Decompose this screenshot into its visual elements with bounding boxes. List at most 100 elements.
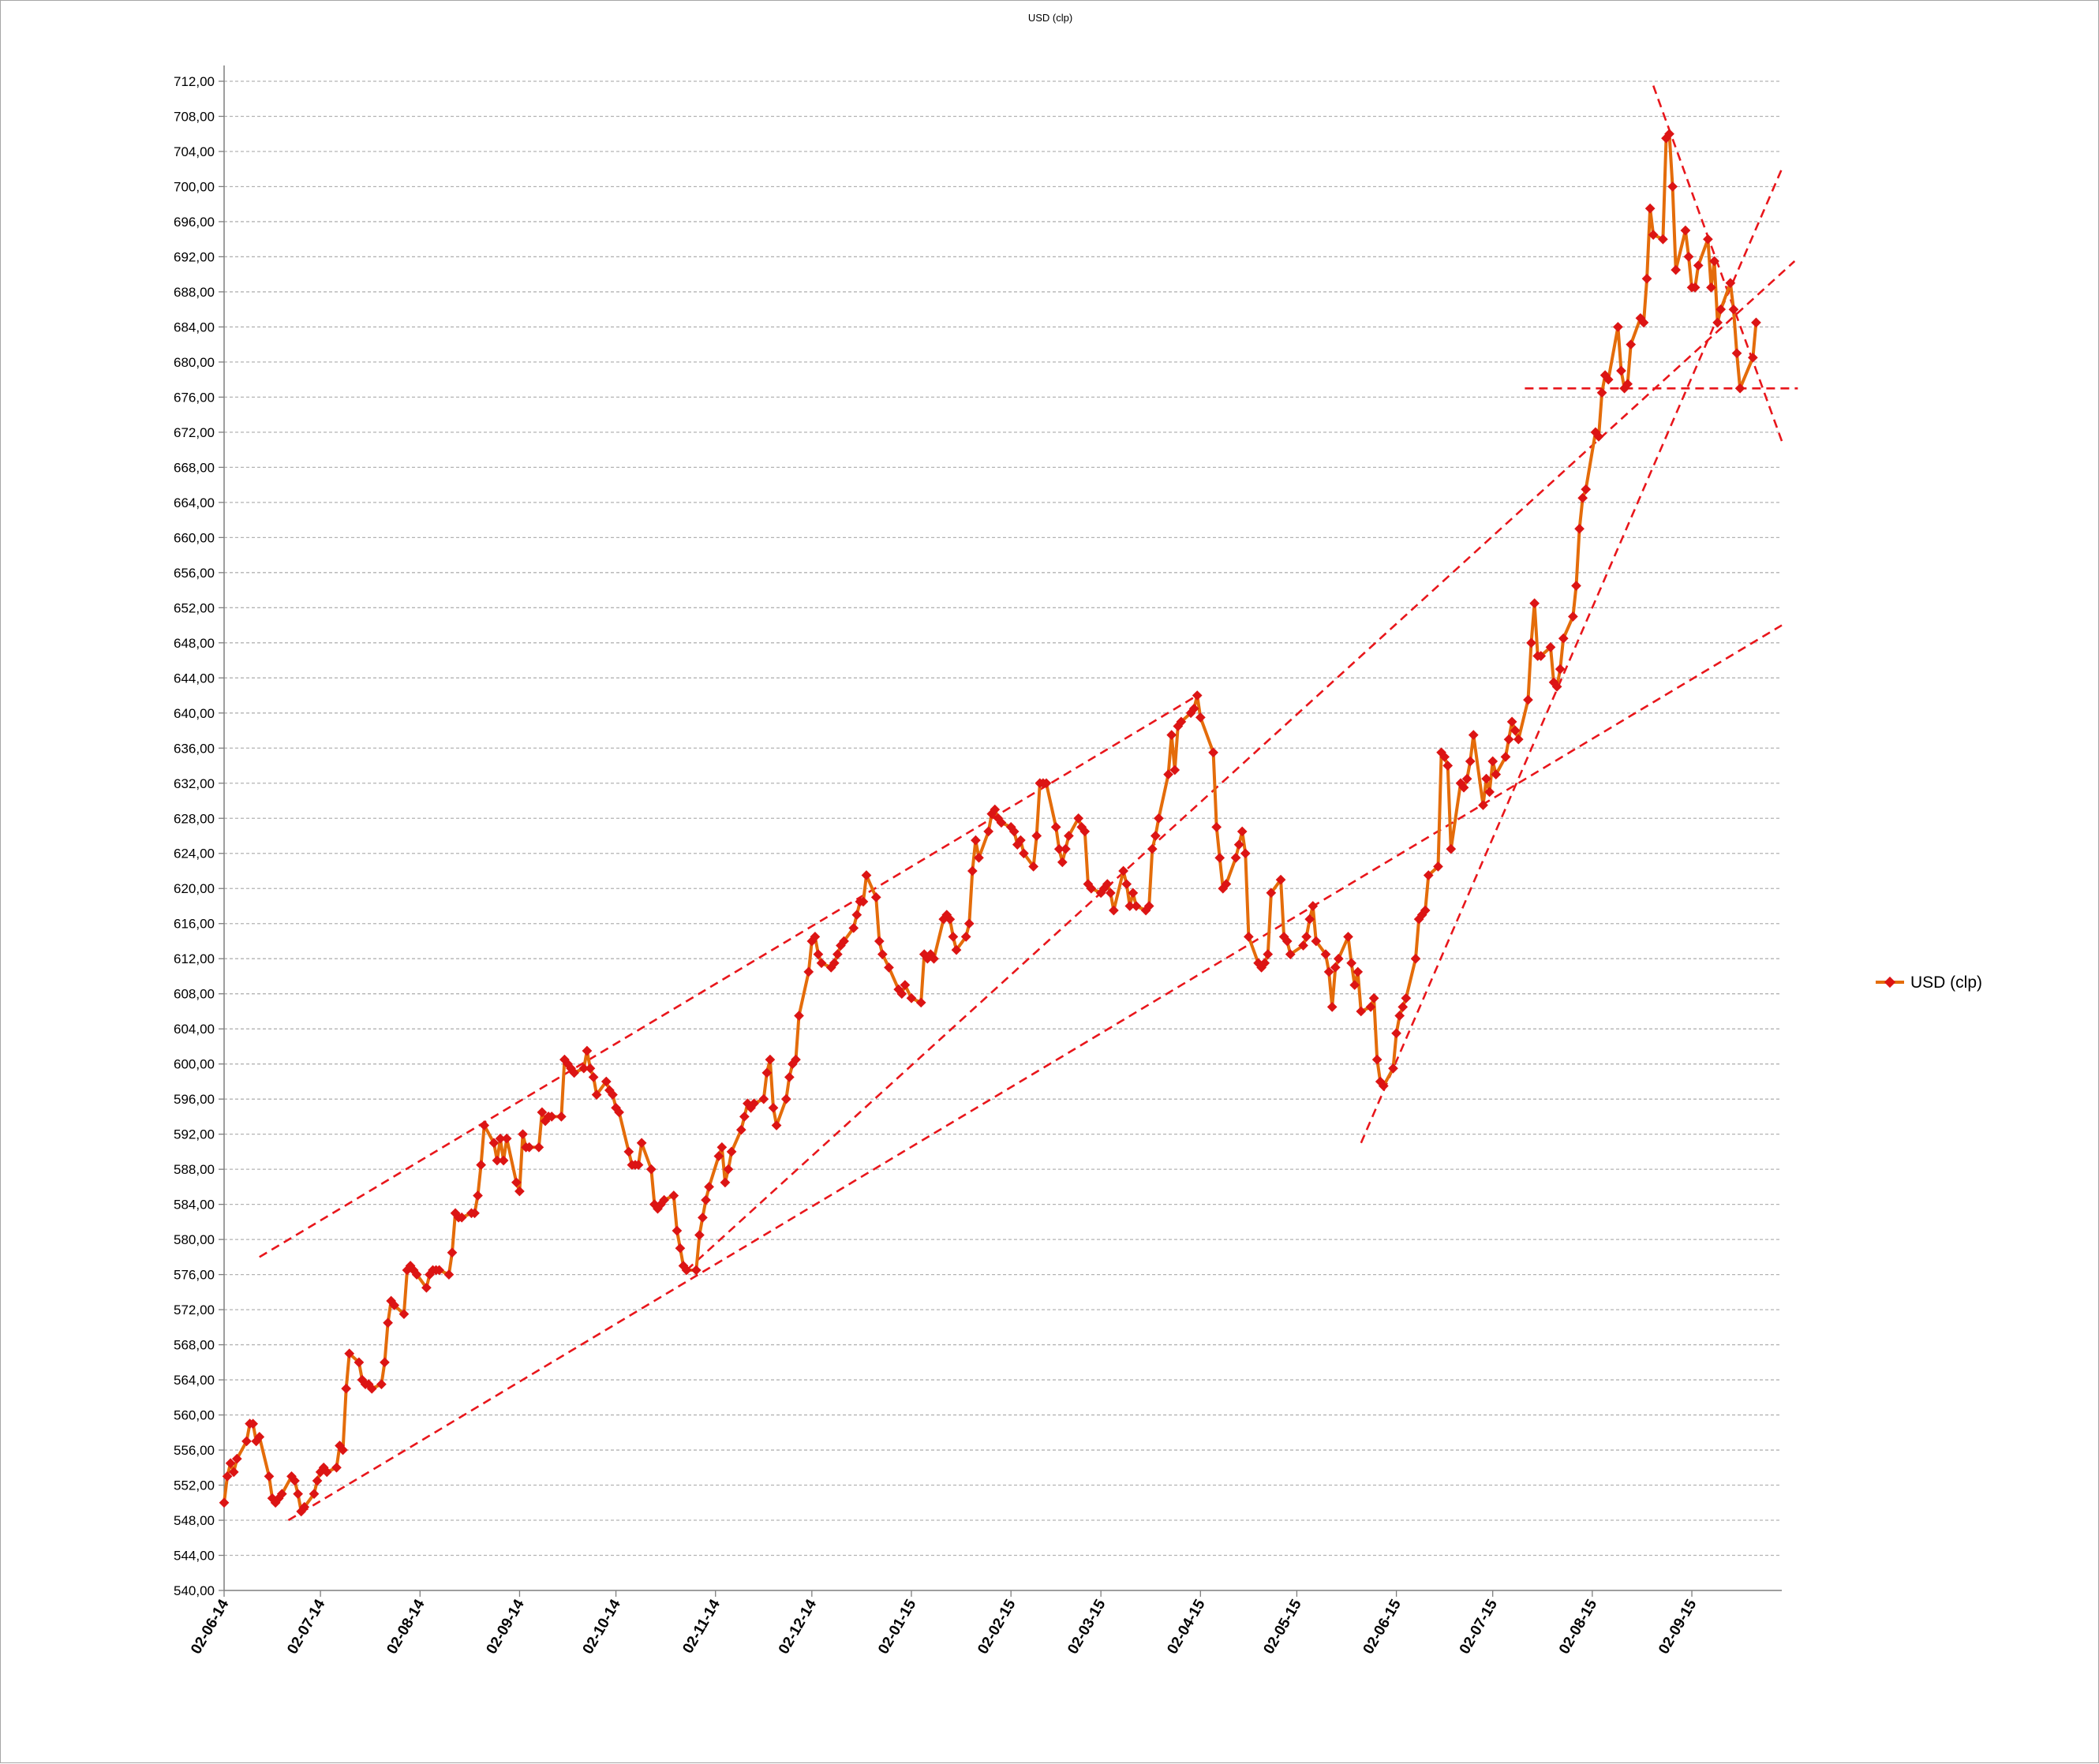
y-tick-label: 648,00 <box>174 636 215 651</box>
data-point <box>1658 234 1668 245</box>
data-point <box>1551 682 1562 692</box>
data-point <box>816 958 827 969</box>
data-point <box>1581 484 1592 495</box>
data-point <box>1118 865 1128 876</box>
y-tick-label: 596,00 <box>174 1092 215 1107</box>
y-tick-label: 688,00 <box>174 285 215 300</box>
data-point <box>473 1190 483 1201</box>
data-point <box>511 1177 522 1188</box>
data-point <box>1484 787 1495 798</box>
data-point <box>701 1194 711 1205</box>
x-tick-label: 02-08-15 <box>1556 1597 1600 1657</box>
data-point <box>1491 769 1502 779</box>
data-point <box>951 944 962 955</box>
data-point <box>1378 1081 1389 1091</box>
data-point <box>1195 712 1206 723</box>
data-point <box>614 1107 624 1118</box>
data-point <box>1536 651 1547 661</box>
data-point <box>1301 932 1311 942</box>
data-point <box>967 865 978 876</box>
y-tick-label: 628,00 <box>174 811 215 826</box>
x-tick-label: 02-02-15 <box>975 1597 1019 1657</box>
data-point <box>1008 826 1020 837</box>
data-point <box>749 1098 759 1109</box>
data-point <box>1423 870 1434 880</box>
data-point <box>1703 234 1713 245</box>
data-point <box>1574 523 1585 534</box>
data-point <box>659 1194 669 1205</box>
legend-marker-swatch <box>1884 976 1896 989</box>
data-point <box>1731 348 1742 359</box>
data-point <box>1388 1063 1398 1074</box>
y-tick-label: 576,00 <box>174 1268 215 1283</box>
data-point <box>1446 843 1457 854</box>
data-point <box>963 918 975 929</box>
x-tick-label: 02-09-15 <box>1656 1597 1700 1657</box>
x-tick-label: 02-12-14 <box>776 1597 820 1657</box>
data-point <box>331 1462 342 1473</box>
data-point <box>537 1107 548 1118</box>
data-point <box>1192 690 1203 701</box>
data-point <box>1648 230 1659 240</box>
data-point <box>1031 831 1042 841</box>
data-point <box>411 1269 422 1280</box>
data-point <box>698 1212 708 1223</box>
y-tick-label: 552,00 <box>174 1478 215 1493</box>
y-tick-label: 700,00 <box>174 179 215 194</box>
data-point <box>960 932 971 942</box>
data-point <box>874 936 885 947</box>
data-point <box>1166 730 1177 740</box>
y-tick-label: 548,00 <box>174 1513 215 1528</box>
data-point <box>726 1146 737 1157</box>
data-point <box>389 1300 400 1310</box>
data-point <box>990 804 1001 815</box>
y-tick-label: 616,00 <box>174 917 215 932</box>
y-tick-label: 684,00 <box>174 320 215 334</box>
data-point <box>1147 843 1158 854</box>
data-point <box>1061 843 1071 854</box>
y-tick-label: 608,00 <box>174 987 215 1002</box>
data-point <box>877 949 888 959</box>
data-point <box>1693 260 1704 271</box>
x-tick-label: 02-10-14 <box>580 1597 624 1657</box>
data-point <box>851 910 862 920</box>
y-tick-label: 604,00 <box>174 1022 215 1037</box>
data-point <box>1391 1028 1401 1039</box>
y-tick-label: 680,00 <box>174 355 215 370</box>
data-point <box>228 1467 239 1478</box>
data-point <box>225 1458 236 1469</box>
data-point <box>803 966 814 977</box>
data-point <box>623 1146 634 1157</box>
data-point <box>694 1230 705 1240</box>
data-point <box>906 992 917 1003</box>
data-point <box>1365 1002 1376 1012</box>
data-point <box>1333 953 1344 964</box>
data-point <box>1208 747 1218 758</box>
data-point <box>1285 949 1296 959</box>
data-point <box>1086 883 1097 894</box>
data-point <box>765 1054 776 1065</box>
data-point <box>533 1142 544 1153</box>
data-point <box>341 1383 352 1394</box>
y-tick-label: 656,00 <box>174 566 215 581</box>
data-point <box>1109 905 1119 916</box>
trendline <box>686 260 1796 1272</box>
data-point <box>1311 936 1322 947</box>
data-point <box>1500 752 1511 762</box>
data-point <box>366 1383 377 1394</box>
data-point <box>1343 932 1353 942</box>
data-point <box>1397 1002 1409 1012</box>
data-point <box>380 1357 390 1368</box>
data-point <box>1706 282 1716 293</box>
data-point <box>1163 769 1173 780</box>
data-point <box>1330 962 1341 973</box>
data-point <box>293 1489 304 1500</box>
data-point <box>338 1444 348 1456</box>
data-point <box>784 1072 795 1082</box>
data-point <box>1356 1006 1367 1017</box>
data-point <box>1298 940 1308 951</box>
data-point <box>1461 773 1472 784</box>
gridlines <box>224 80 1782 1557</box>
x-tick-label: 02-08-14 <box>384 1597 428 1657</box>
y-tick-label: 620,00 <box>174 881 215 896</box>
